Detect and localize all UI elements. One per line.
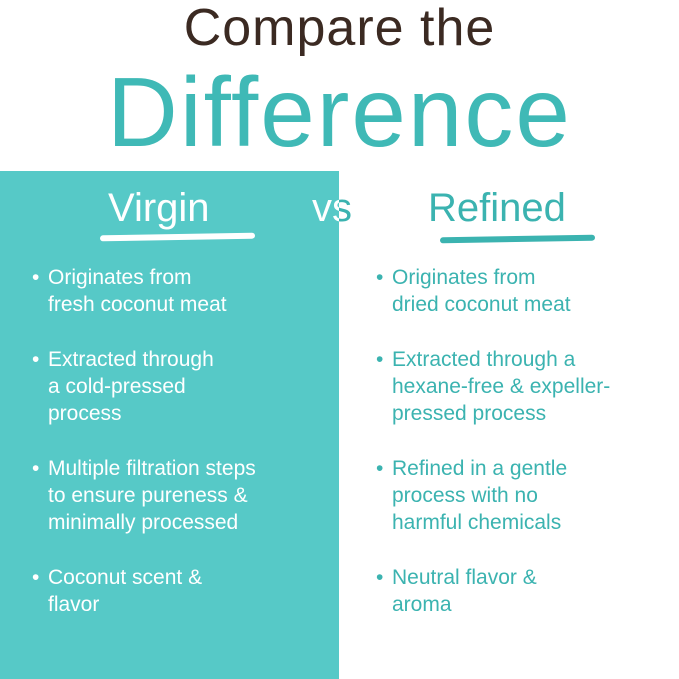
list-item: • Originates from fresh coconut meat: [32, 264, 332, 318]
item-text: Coconut scent & flavor: [48, 566, 203, 616]
bullet-icon: •: [32, 348, 40, 371]
bullet-icon: •: [376, 266, 384, 289]
list-item: • Originates from dried coconut meat: [376, 264, 676, 318]
virgin-heading: Virgin: [108, 186, 210, 230]
bullet-icon: •: [32, 457, 40, 480]
bullet-icon: •: [376, 457, 384, 480]
item-text: Multiple filtration steps to ensure pure…: [48, 457, 256, 534]
virgin-panel: [0, 171, 339, 679]
list-item: • Extracted through a cold-pressed proces…: [32, 346, 332, 427]
item-text: Originates from dried coconut meat: [392, 266, 571, 316]
list-item: • Coconut scent & flavor: [32, 564, 332, 618]
list-item: • Neutral flavor & aroma: [376, 564, 676, 618]
item-text: Refined in a gentle process with no harm…: [392, 457, 568, 534]
list-item: • Refined in a gentle process with no har…: [376, 455, 676, 536]
vs-label: vs: [312, 183, 352, 233]
title-difference: Difference: [107, 57, 572, 167]
bullet-icon: •: [32, 566, 40, 589]
bullet-icon: •: [376, 566, 384, 589]
item-text: Extracted through a hexane-free & expell…: [392, 348, 611, 425]
item-text: Extracted through a cold-pressed process: [48, 348, 214, 425]
title-compare: Compare the: [183, 0, 496, 57]
list-item: • Extracted through a hexane-free & expel…: [376, 346, 676, 427]
bullet-icon: •: [32, 266, 40, 289]
item-text: Originates from fresh coconut meat: [48, 266, 227, 316]
list-item: • Multiple filtration steps to ensure pur…: [32, 455, 332, 536]
brush-underline-refined: [439, 234, 596, 244]
refined-heading: Refined: [428, 186, 566, 230]
item-text: Neutral flavor & aroma: [392, 566, 537, 616]
bullet-icon: •: [376, 348, 384, 371]
